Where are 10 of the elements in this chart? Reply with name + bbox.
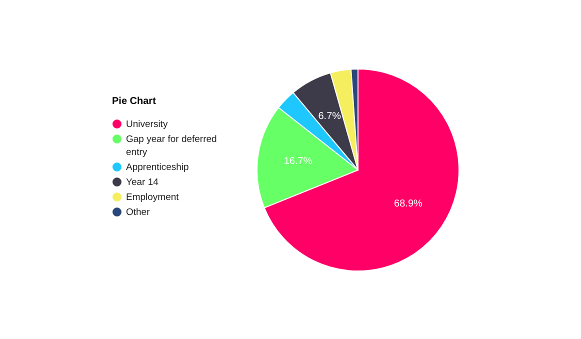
data-label: 68.9% bbox=[394, 198, 423, 210]
legend-label: Employment bbox=[126, 192, 180, 202]
legend-label: Year 14 bbox=[126, 176, 158, 188]
legend-label: Other bbox=[126, 206, 150, 218]
text: Pie Chart bbox=[112, 96, 157, 107]
legend-label: Apprenticeship bbox=[126, 162, 189, 172]
legend-label: Gap year for deferred entry bbox=[126, 134, 217, 158]
data-label: 6.7% bbox=[318, 110, 342, 122]
legend-label: University bbox=[126, 118, 168, 130]
data-label: 16.7% bbox=[284, 156, 312, 167]
